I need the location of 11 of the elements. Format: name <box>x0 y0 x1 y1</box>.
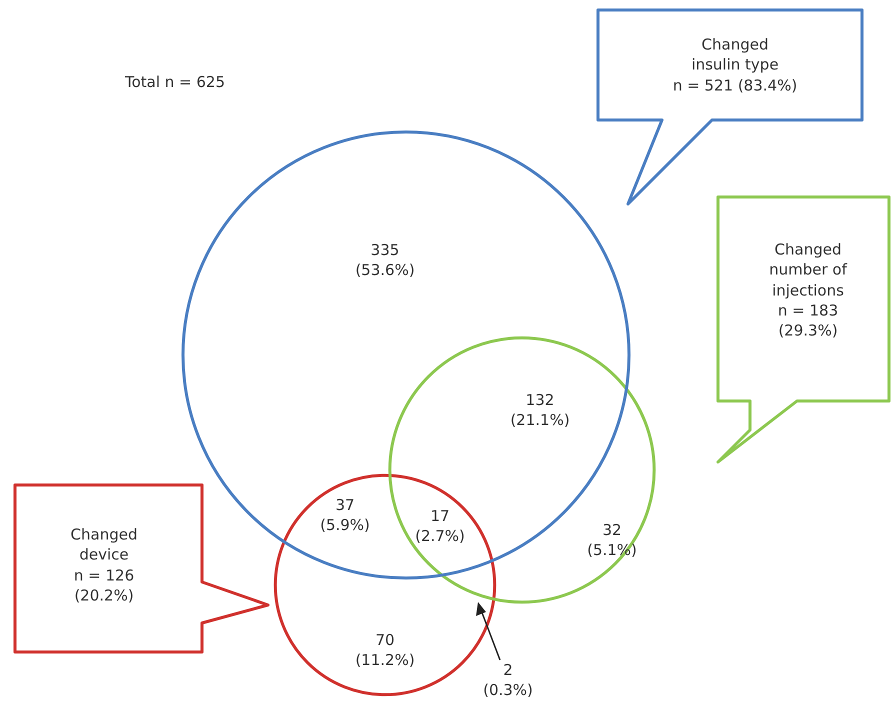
series-label: Changed insulin type <box>691 36 779 74</box>
text: 132 (21.1%) <box>510 390 570 430</box>
text: 70 (11.2%) <box>355 630 415 670</box>
data-label: n = 126 (20.2%) <box>74 566 134 604</box>
text: 17 (2.7%) <box>415 506 465 546</box>
data-label: n = 521 (83.4%) <box>672 76 798 94</box>
text: 37 (5.9%) <box>320 494 370 536</box>
data-label: n = 183 (29.3%) <box>778 301 838 340</box>
text: Total n = 625 <box>124 72 226 92</box>
text: 335 (53.6%) <box>355 240 415 280</box>
text: 2 (0.3%) <box>483 660 533 700</box>
